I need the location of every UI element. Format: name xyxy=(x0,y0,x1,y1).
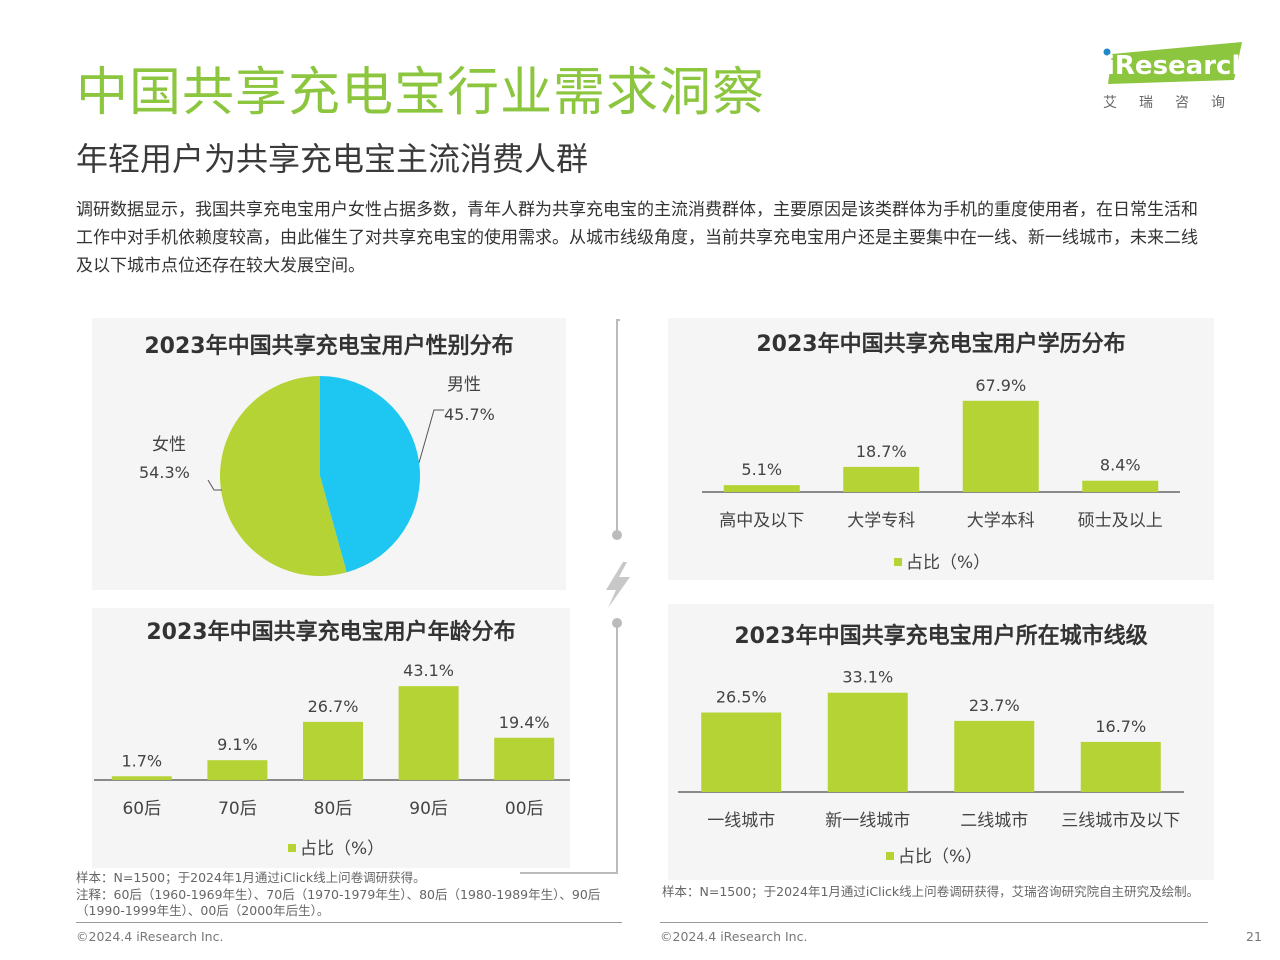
data-label: 18.7% xyxy=(856,442,907,461)
pie-leader-line xyxy=(207,479,222,491)
data-label: 9.1% xyxy=(217,735,258,754)
pie-slice-label: 女性 xyxy=(152,435,186,455)
age-chart-title: 2023年中国共享充电宝用户年龄分布 xyxy=(146,620,516,645)
data-label: 26.5% xyxy=(716,688,767,707)
footer-copyright-left: ©2024.4 iResearch Inc. xyxy=(76,929,224,944)
bar xyxy=(962,400,1039,492)
x-tick-label: 大学本科 xyxy=(967,511,1035,531)
legend-swatch xyxy=(288,844,296,852)
footer-divider-left xyxy=(76,922,622,923)
pie-value-label: 45.7% xyxy=(444,405,495,424)
x-tick-label: 80后 xyxy=(314,799,353,819)
left-annotation-note: 注释：60后（1960-1969年生）、70后（1970-1979年生）、80后… xyxy=(76,887,601,918)
x-tick-label: 二线城市 xyxy=(960,811,1028,831)
footer-copyright-right: ©2024.4 iResearch Inc. xyxy=(660,929,808,944)
left-sample-note: 样本：N=1500；于2024年1月通过iClick线上问卷调研获得。 xyxy=(76,870,426,885)
data-label: 1.7% xyxy=(121,751,162,770)
education-panel: 2023年中国共享充电宝用户学历分布 5.1% 高中及以下 18.7% 大学专科 67.… xyxy=(668,318,1214,580)
age-bar-chart: 1.7% 60后 9.1% 70后 26.7% 80后 43.1% 90后 19.4% 00后占比… xyxy=(94,661,570,859)
legend-label: 占比（%） xyxy=(906,553,990,573)
data-label: 67.9% xyxy=(975,376,1026,395)
bar xyxy=(827,692,908,792)
footer-divider-right xyxy=(660,922,1208,923)
bar xyxy=(1080,741,1161,792)
data-label: 16.7% xyxy=(1095,717,1146,736)
bar xyxy=(111,776,172,780)
city-panel: 2023年中国共享充电宝用户所在城市线级 26.5% 一线城市 33.1% 新一线城市… xyxy=(668,604,1214,880)
x-tick-label: 硕士及以上 xyxy=(1078,511,1163,531)
legend-swatch xyxy=(886,852,894,860)
data-label: 8.4% xyxy=(1100,456,1141,475)
x-tick-label: 三线城市及以下 xyxy=(1061,811,1180,831)
legend-label: 占比（%） xyxy=(300,839,384,859)
x-tick-label: 高中及以下 xyxy=(719,511,804,531)
panel-connector xyxy=(520,319,630,874)
pie-leader-line xyxy=(418,409,444,463)
bar xyxy=(494,737,555,780)
page-subtitle: 年轻用户为共享充电宝主流消费人群 xyxy=(76,140,589,178)
x-tick-label: 60后 xyxy=(122,799,161,819)
page-title: 中国共享充电宝行业需求洞察 xyxy=(76,63,766,123)
education-bar-chart: 5.1% 高中及以下 18.7% 大学专科 67.9% 大学本科 8.4% 硕士及以上占比（%… xyxy=(702,376,1180,573)
data-label: 23.7% xyxy=(969,696,1020,715)
bar xyxy=(701,712,782,792)
gender-pie-chart: 男性 45.7% 女性 54.3% xyxy=(139,375,495,576)
x-tick-label: 90后 xyxy=(409,799,448,819)
pie-slice xyxy=(320,376,420,573)
bar xyxy=(398,686,459,780)
bar xyxy=(303,721,363,780)
x-tick-label: 新一线城市 xyxy=(825,811,910,831)
age-panel: 2023年中国共享充电宝用户年龄分布 1.7% 60后 9.1% 70后 26.7% 80… xyxy=(92,608,570,868)
page-number: 21 xyxy=(1246,929,1262,944)
data-label: 43.1% xyxy=(403,661,454,680)
bar xyxy=(954,720,1035,792)
x-tick-label: 70后 xyxy=(218,799,257,819)
logo-cn-text: 艾瑞咨询 xyxy=(1103,95,1247,111)
city-bar-chart: 26.5% 一线城市 33.1% 新一线城市 23.7% 二线城市 16.7% 三线城市及以下… xyxy=(678,668,1184,867)
right-sample-note: 样本：N=1500；于2024年1月通过iClick线上问卷调研获得，艾瑞咨询研… xyxy=(662,884,1200,899)
bar xyxy=(1082,480,1159,492)
data-label: 19.4% xyxy=(499,713,550,732)
lightning-icon xyxy=(606,562,630,608)
education-chart-title: 2023年中国共享充电宝用户学历分布 xyxy=(756,332,1126,357)
bar xyxy=(723,485,800,492)
gender-chart-title: 2023年中国共享充电宝用户性别分布 xyxy=(144,334,514,359)
legend-swatch xyxy=(894,558,902,566)
x-tick-label: 00后 xyxy=(505,799,544,819)
x-tick-label: 一线城市 xyxy=(707,811,775,831)
pie-slice xyxy=(219,376,347,576)
logo-text: iResearch xyxy=(1106,51,1248,81)
bar xyxy=(843,466,920,492)
intro-paragraph: 调研数据显示，我国共享充电宝用户女性占据多数，青年人群为共享充电宝的主流消费群体… xyxy=(76,200,1198,276)
city-chart-title: 2023年中国共享充电宝用户所在城市线级 xyxy=(734,624,1148,649)
data-label: 5.1% xyxy=(741,460,782,479)
data-label: 33.1% xyxy=(842,668,893,687)
x-tick-label: 大学专科 xyxy=(847,511,915,531)
legend-label: 占比（%） xyxy=(898,847,982,867)
pie-slice-label: 男性 xyxy=(447,375,481,395)
iresearch-logo: iResearch xyxy=(1098,40,1250,112)
data-label: 26.7% xyxy=(308,697,359,716)
bar xyxy=(207,760,268,780)
pie-value-label: 54.3% xyxy=(139,463,190,482)
gender-panel: 2023年中国共享充电宝用户性别分布 男性 45.7% 女性 54.3% xyxy=(92,318,566,590)
